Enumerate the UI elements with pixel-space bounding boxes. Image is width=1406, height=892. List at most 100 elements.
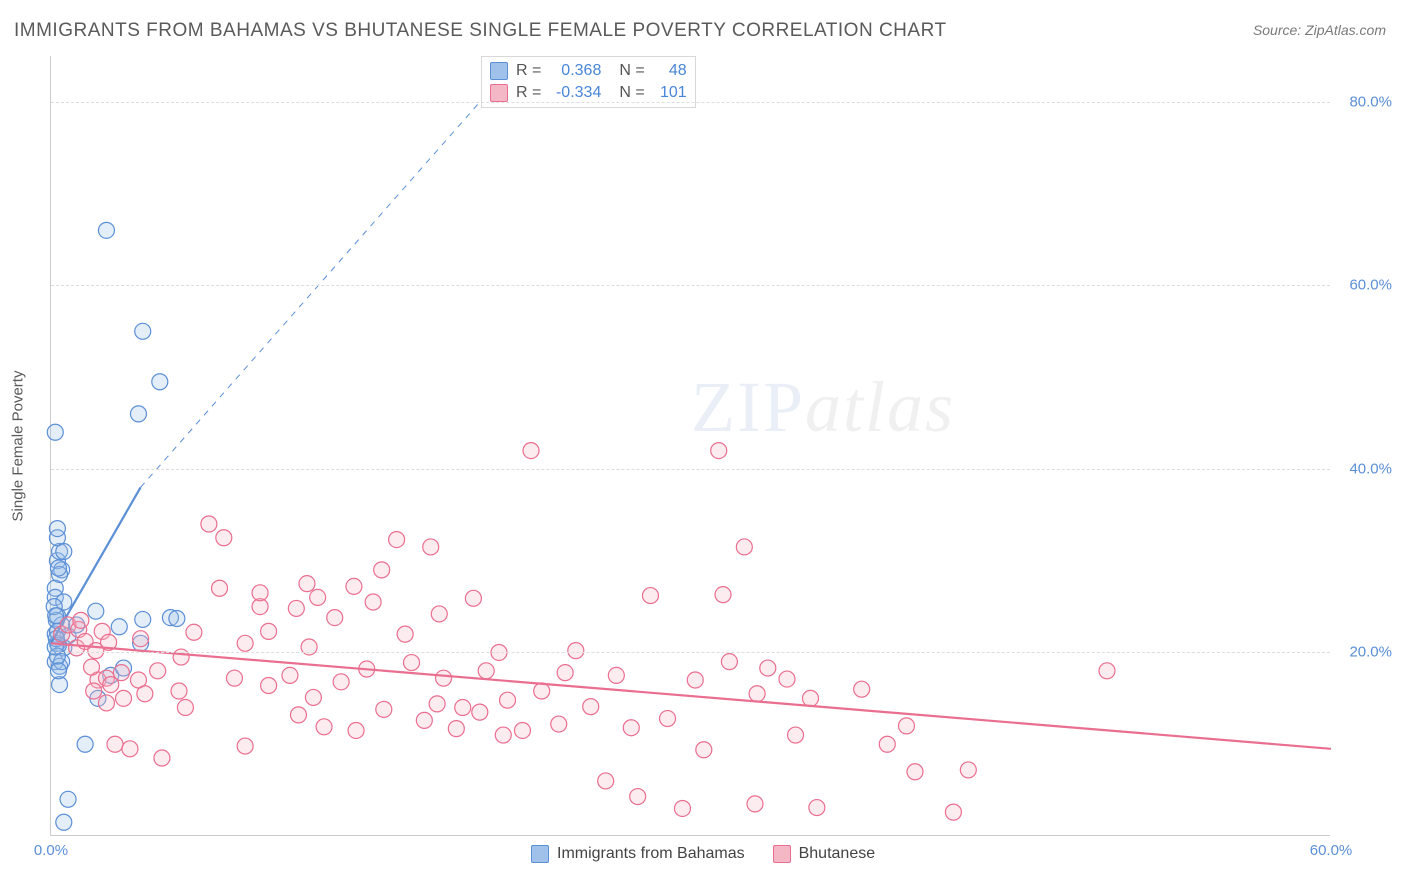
data-point-bhutanese [261, 623, 277, 639]
chart-container: IMMIGRANTS FROM BAHAMAS VS BHUTANESE SIN… [0, 0, 1406, 892]
data-point-bhutanese [288, 600, 304, 616]
data-point-bhutanese [472, 704, 488, 720]
data-point-bhutanese [711, 443, 727, 459]
source-prefix: Source: [1253, 22, 1305, 38]
data-point-bhutanese [448, 721, 464, 737]
data-point-bhutanese [736, 539, 752, 555]
y-tick-label: 80.0% [1349, 93, 1392, 110]
data-point-bhutanese [216, 530, 232, 546]
gridline [51, 285, 1330, 286]
data-point-bhutanese [478, 663, 494, 679]
data-point-bhutanese [500, 692, 516, 708]
gridline [51, 102, 1330, 103]
r-value: 0.368 [549, 60, 601, 82]
data-point-bahamas [135, 611, 151, 627]
y-tick-label: 20.0% [1349, 644, 1392, 661]
r-label: R = [516, 82, 541, 104]
data-point-bhutanese [557, 665, 573, 681]
n-value: 48 [653, 60, 687, 82]
data-point-bhutanese [687, 672, 703, 688]
data-point-bhutanese [779, 671, 795, 687]
data-point-bhutanese [465, 590, 481, 606]
data-point-bhutanese [749, 686, 765, 702]
data-point-bhutanese [598, 773, 614, 789]
data-point-bhutanese [455, 700, 471, 716]
data-point-bhutanese [84, 659, 100, 675]
data-point-bahamas [111, 619, 127, 635]
data-point-bhutanese [173, 649, 189, 665]
data-point-bhutanese [116, 690, 132, 706]
data-point-bahamas [169, 611, 185, 627]
r-value: -0.334 [549, 82, 601, 104]
source-name: ZipAtlas.com [1305, 22, 1386, 38]
data-point-bhutanese [551, 716, 567, 732]
data-point-bhutanese [1099, 663, 1115, 679]
data-point-bhutanese [305, 689, 321, 705]
data-point-bahamas [130, 406, 146, 422]
data-point-bhutanese [436, 670, 452, 686]
data-point-bhutanese [809, 800, 825, 816]
data-point-bhutanese [261, 678, 277, 694]
legend-item-bhutanese: Bhutanese [773, 845, 876, 863]
data-point-bhutanese [583, 699, 599, 715]
chart-title: IMMIGRANTS FROM BAHAMAS VS BHUTANESE SIN… [14, 20, 947, 42]
data-point-bhutanese [568, 643, 584, 659]
data-point-bhutanese [252, 585, 268, 601]
y-tick-label: 40.0% [1349, 460, 1392, 477]
data-point-bahamas [152, 374, 168, 390]
data-point-bhutanese [960, 762, 976, 778]
data-point-bhutanese [630, 789, 646, 805]
data-point-bhutanese [290, 707, 306, 723]
n-value: 101 [653, 82, 687, 104]
legend-bottom: Immigrants from Bahamas Bhutanese [531, 845, 875, 863]
source-attribution: Source: ZipAtlas.com [1253, 22, 1386, 38]
data-point-bhutanese [715, 587, 731, 603]
data-point-bahamas [56, 814, 72, 830]
data-point-bhutanese [898, 718, 914, 734]
data-point-bhutanese [721, 654, 737, 670]
data-point-bhutanese [122, 741, 138, 757]
trend-line-dashed-bahamas [141, 56, 521, 487]
data-point-bhutanese [226, 670, 242, 686]
data-point-bhutanese [879, 736, 895, 752]
data-point-bhutanese [374, 562, 390, 578]
data-point-bhutanese [212, 580, 228, 596]
data-point-bhutanese [642, 588, 658, 604]
data-point-bhutanese [431, 606, 447, 622]
data-point-bhutanese [404, 655, 420, 671]
data-point-bhutanese [327, 610, 343, 626]
legend-stats-row-bahamas: R =0.368N =48 [490, 60, 687, 82]
chart-svg [51, 56, 1331, 836]
data-point-bhutanese [282, 667, 298, 683]
data-point-bahamas [77, 736, 93, 752]
data-point-bhutanese [201, 516, 217, 532]
data-point-bahamas [60, 791, 76, 807]
data-point-bhutanese [98, 695, 114, 711]
data-point-bhutanese [299, 576, 315, 592]
data-point-bhutanese [696, 742, 712, 758]
data-point-bhutanese [416, 712, 432, 728]
data-point-bahamas [88, 603, 104, 619]
x-tick-label: 0.0% [34, 842, 68, 859]
data-point-bhutanese [945, 804, 961, 820]
data-point-bahamas [135, 323, 151, 339]
data-point-bahamas [50, 560, 66, 576]
data-point-bahamas [50, 663, 66, 679]
data-point-bhutanese [333, 674, 349, 690]
data-point-bhutanese [802, 690, 818, 706]
data-point-bhutanese [346, 578, 362, 594]
gridline [51, 652, 1330, 653]
data-point-bhutanese [747, 796, 763, 812]
data-point-bhutanese [854, 681, 870, 697]
data-point-bhutanese [376, 701, 392, 717]
legend-stats-row-bhutanese: R =-0.334N =101 [490, 82, 687, 104]
data-point-bhutanese [608, 667, 624, 683]
data-point-bhutanese [107, 736, 123, 752]
legend-label: Immigrants from Bahamas [557, 845, 745, 863]
data-point-bahamas [49, 521, 65, 537]
data-point-bhutanese [389, 532, 405, 548]
data-point-bhutanese [495, 727, 511, 743]
data-point-bhutanese [397, 626, 413, 642]
data-point-bhutanese [660, 711, 676, 727]
data-point-bhutanese [316, 719, 332, 735]
